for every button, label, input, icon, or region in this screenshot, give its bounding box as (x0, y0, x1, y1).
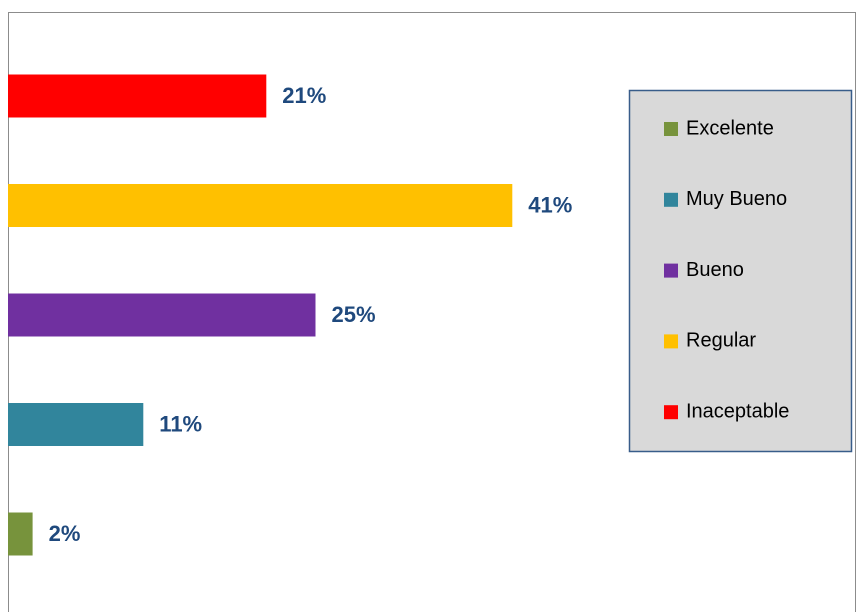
legend-label: Regular (686, 330, 756, 352)
data-label: 21% (282, 83, 326, 108)
legend-label: Bueno (686, 259, 744, 281)
data-label: 2% (49, 521, 81, 546)
legend-label: Inaceptable (686, 400, 789, 422)
legend-label: Excelente (686, 117, 774, 139)
bar (8, 403, 144, 446)
legend-swatch (664, 405, 678, 420)
data-label: 25% (332, 302, 376, 327)
legend-swatch (664, 263, 678, 278)
legend-label: Muy Bueno (686, 188, 787, 210)
legend-swatch (664, 334, 678, 349)
legend-swatch (664, 122, 678, 136)
bar (8, 74, 267, 118)
legend-swatch (664, 192, 678, 207)
bar (8, 293, 316, 337)
bar (8, 184, 513, 227)
data-label: 11% (159, 411, 202, 436)
bar (8, 512, 33, 556)
data-label: 41% (528, 192, 572, 217)
